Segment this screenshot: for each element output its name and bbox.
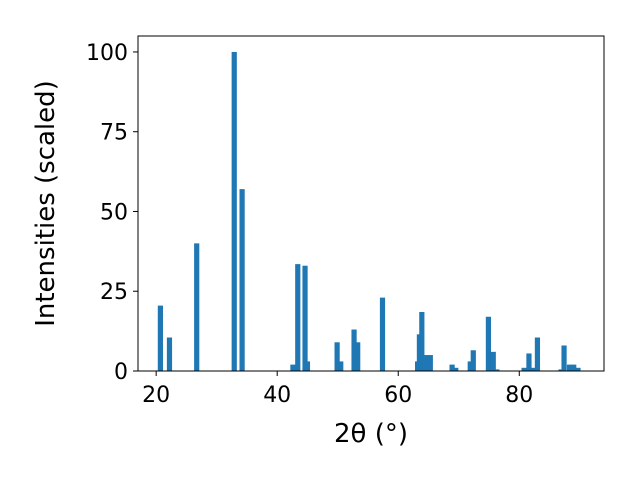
bar <box>239 189 245 371</box>
bar <box>290 364 296 371</box>
bar <box>194 243 200 371</box>
bar <box>338 361 344 371</box>
x-axis-ticks: 20 40 60 80 <box>142 371 533 408</box>
plot-frame <box>137 35 605 372</box>
bar <box>355 342 361 371</box>
x-tick-label: 60 <box>384 383 412 408</box>
y-tick-label: 25 <box>100 280 128 305</box>
y-axis-ticks: 0 25 50 75 100 <box>86 41 138 385</box>
bar-series <box>157 51 581 371</box>
bar <box>494 369 500 371</box>
bar <box>379 297 386 371</box>
bar <box>422 355 429 371</box>
bar <box>470 350 476 371</box>
bar <box>302 265 308 371</box>
bar <box>453 367 459 371</box>
bar <box>526 353 532 371</box>
bar <box>521 367 527 371</box>
bar <box>419 311 425 371</box>
bar <box>166 337 173 371</box>
y-tick-label: 0 <box>114 360 128 385</box>
x-tick-label: 80 <box>505 383 533 408</box>
bar <box>334 342 340 371</box>
bar <box>427 355 433 371</box>
bar <box>490 351 496 371</box>
bar <box>558 369 564 371</box>
y-tick-label: 100 <box>86 41 128 66</box>
x-tick-label: 40 <box>263 383 291 408</box>
bar <box>449 364 455 371</box>
bar <box>530 367 536 371</box>
bar <box>571 364 577 371</box>
y-axis-label: Intensities (scaled) <box>31 80 61 327</box>
bar <box>575 367 581 371</box>
x-axis-label: 2θ (°) <box>334 419 408 449</box>
bar <box>566 364 573 371</box>
y-tick-label: 75 <box>100 121 128 146</box>
bar <box>561 345 567 371</box>
bar <box>231 51 237 371</box>
bar <box>351 329 357 371</box>
bar <box>295 264 301 371</box>
bar <box>534 337 541 371</box>
y-tick-label: 50 <box>100 200 128 225</box>
bar <box>304 361 311 371</box>
bar <box>157 305 163 371</box>
bar <box>467 361 473 371</box>
x-tick-label: 20 <box>142 383 170 408</box>
bar <box>485 316 492 371</box>
